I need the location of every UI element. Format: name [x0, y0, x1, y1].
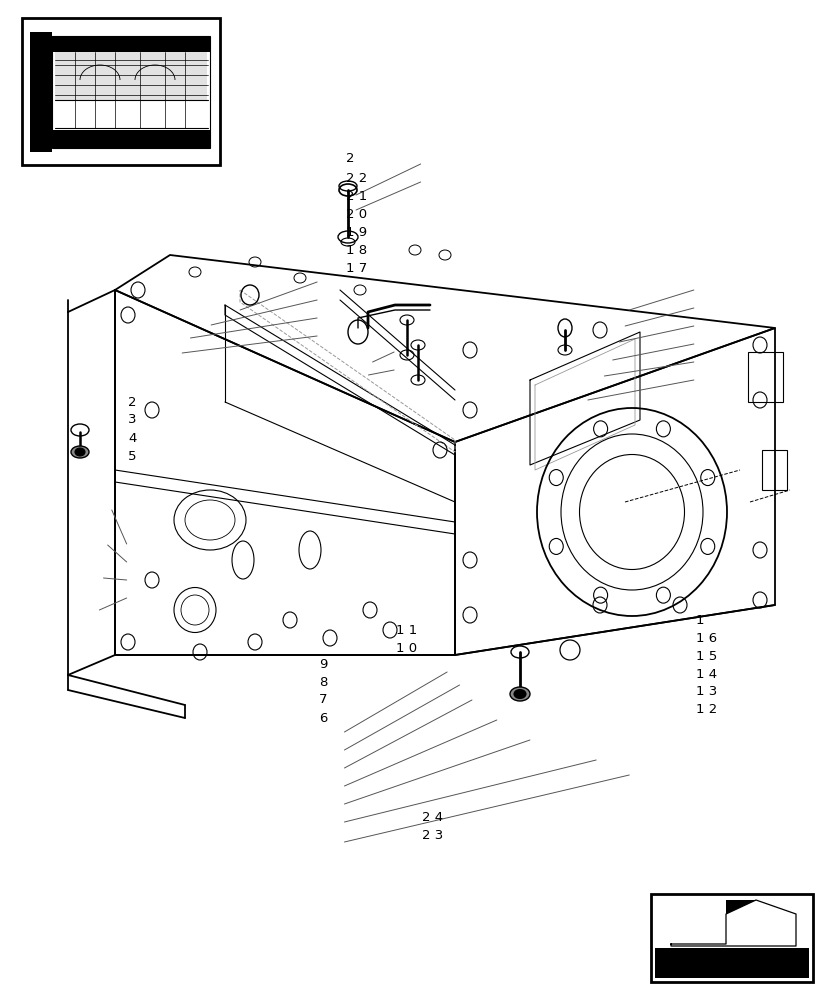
Ellipse shape — [71, 446, 88, 458]
Text: 2 1: 2 1 — [346, 190, 367, 203]
Text: 1 2: 1 2 — [695, 703, 716, 716]
Text: 1: 1 — [695, 613, 703, 626]
Text: 9: 9 — [318, 658, 327, 670]
Text: 1 9: 1 9 — [346, 226, 367, 239]
Text: 1 3: 1 3 — [695, 685, 716, 698]
Text: 7: 7 — [318, 693, 327, 706]
Text: 8: 8 — [318, 676, 327, 688]
Ellipse shape — [514, 690, 525, 698]
Bar — [55, 52, 207, 100]
Polygon shape — [725, 900, 755, 914]
Text: 2 3: 2 3 — [422, 829, 443, 842]
Text: 2 0: 2 0 — [346, 208, 367, 221]
Bar — [650, 894, 812, 982]
Bar — [52, 36, 210, 148]
Bar — [747, 352, 782, 402]
Text: 2 4: 2 4 — [422, 811, 443, 824]
Text: 1 8: 1 8 — [346, 243, 367, 256]
Bar — [30, 32, 52, 152]
Text: 2 2: 2 2 — [346, 172, 367, 184]
Text: 3: 3 — [128, 413, 136, 426]
Text: 2: 2 — [128, 395, 136, 408]
Bar — [52, 130, 210, 148]
Bar — [52, 36, 210, 52]
Text: 1 6: 1 6 — [695, 632, 716, 644]
Text: 1 4: 1 4 — [695, 668, 716, 680]
Text: 1 0: 1 0 — [395, 642, 417, 654]
Bar — [22, 18, 220, 165]
Text: 1 5: 1 5 — [695, 650, 716, 662]
Text: 1 7: 1 7 — [346, 261, 367, 274]
Text: 5: 5 — [128, 450, 136, 462]
Text: 1 1: 1 1 — [395, 624, 417, 636]
Text: 6: 6 — [318, 711, 327, 724]
Ellipse shape — [75, 448, 85, 456]
Bar — [654, 948, 808, 978]
Ellipse shape — [509, 687, 529, 701]
Polygon shape — [670, 900, 795, 946]
Bar — [761, 450, 786, 490]
Text: 4: 4 — [128, 432, 136, 444]
Text: 2: 2 — [346, 152, 354, 165]
